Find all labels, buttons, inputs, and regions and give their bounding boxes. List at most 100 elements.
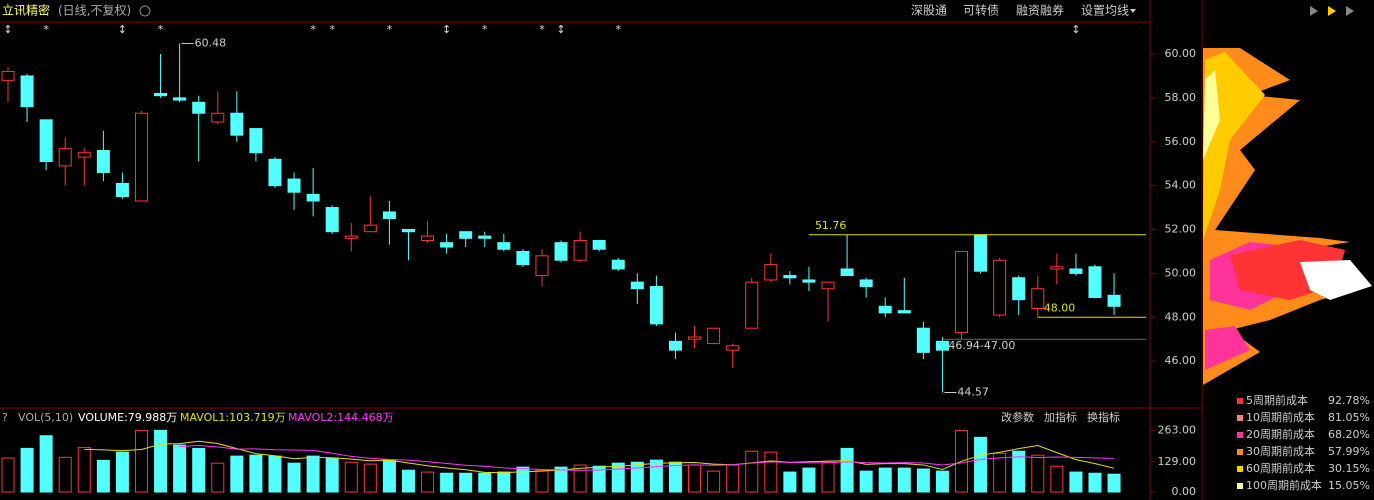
candle-body xyxy=(859,279,873,288)
volume-bar xyxy=(96,459,110,493)
volume-bar xyxy=(535,469,549,493)
nav-icon[interactable] xyxy=(1346,6,1354,16)
volume-bar xyxy=(859,470,873,493)
candle-body xyxy=(535,255,549,277)
y-tick-label: 58.00 xyxy=(1165,91,1197,104)
volume-bar xyxy=(1,457,15,493)
nav-icon[interactable] xyxy=(1328,6,1336,16)
legend-value: 68.20% xyxy=(1328,428,1370,441)
y-tick-label: 48.00 xyxy=(1165,310,1197,323)
y-tick-label: 52.00 xyxy=(1165,223,1197,236)
candle-body xyxy=(554,242,568,261)
volume-bar xyxy=(344,461,358,493)
volume-bar xyxy=(726,464,740,493)
level-label: 46.94-47.00 xyxy=(948,339,1015,352)
nav-icon[interactable] xyxy=(1310,6,1318,16)
marker: ↕ xyxy=(118,23,127,36)
candle-body xyxy=(630,281,644,290)
legend-label: 20周期前成本 xyxy=(1246,427,1315,441)
marker: ↕ xyxy=(3,23,12,36)
tab[interactable]: 设置均线 xyxy=(1081,4,1129,18)
volume-bar xyxy=(1088,472,1102,493)
settings-icon[interactable] xyxy=(139,5,151,17)
candle-body xyxy=(764,264,778,281)
marker: * xyxy=(539,23,545,36)
candle-body xyxy=(192,101,206,114)
volume-bar xyxy=(211,462,225,493)
volume-bar xyxy=(916,468,930,493)
candle-body xyxy=(1,71,15,81)
period: (日线,不复权) xyxy=(58,4,131,18)
volume-bar xyxy=(1031,454,1045,493)
candle-body xyxy=(58,147,72,167)
marker: * xyxy=(329,23,335,36)
y-tick-label: 54.00 xyxy=(1165,179,1197,192)
marker: * xyxy=(310,23,316,36)
indicator-button[interactable]: 改参数 xyxy=(1001,410,1034,424)
volume-bar xyxy=(935,470,949,493)
tab[interactable]: 融资融券 xyxy=(1016,3,1064,18)
legend-label: 5周期前成本 xyxy=(1246,393,1308,407)
legend-label: 100周期前成本 xyxy=(1246,478,1322,492)
volume-bar xyxy=(821,461,835,493)
candle-body xyxy=(20,75,34,108)
candle-body xyxy=(649,286,663,325)
volume-bar xyxy=(707,470,721,493)
marker: * xyxy=(43,23,49,36)
volume-bar xyxy=(1050,465,1064,493)
volume-bar xyxy=(516,466,530,493)
volume-bar xyxy=(115,451,129,493)
candle-body xyxy=(726,345,740,351)
stock-name: 立讯精密 xyxy=(2,3,50,18)
chip-distribution xyxy=(1203,48,1372,385)
y-tick-label: 56.00 xyxy=(1165,135,1197,148)
candle-body xyxy=(840,268,854,277)
marker: ↕ xyxy=(556,23,565,36)
candle-body xyxy=(401,229,415,233)
candle-body xyxy=(421,235,435,241)
volume-bar xyxy=(649,459,663,493)
help[interactable]: ? xyxy=(2,411,8,424)
legend-swatch xyxy=(1237,466,1243,472)
volume-bar xyxy=(459,472,473,493)
volume-bar xyxy=(440,472,454,493)
volume-bar xyxy=(421,471,435,493)
volume-bar xyxy=(363,463,377,493)
volume-bar xyxy=(592,465,606,493)
tab[interactable]: 深股通 xyxy=(911,4,947,18)
candle-body xyxy=(1088,266,1102,299)
tab[interactable]: 可转债 xyxy=(963,3,999,18)
y-tick-label: 46.00 xyxy=(1165,354,1197,367)
candle-body xyxy=(77,152,91,158)
candle-body xyxy=(1050,266,1064,270)
candle-body xyxy=(516,250,530,266)
candle-body xyxy=(745,281,759,329)
candle-body xyxy=(1031,288,1045,309)
volume-bar xyxy=(554,466,568,493)
volume-bar xyxy=(745,450,759,493)
volume-bar xyxy=(497,471,511,493)
volume-bar xyxy=(573,464,587,493)
level-label: 48.00 xyxy=(1044,301,1076,314)
y-tick-label: 129.00 xyxy=(1158,455,1197,468)
y-tick-label: 263.00 xyxy=(1158,423,1197,436)
candle-body xyxy=(897,310,911,314)
volume-bar xyxy=(20,447,34,493)
legend-swatch xyxy=(1237,432,1243,438)
candle-body xyxy=(249,128,263,154)
candle-body xyxy=(974,234,988,272)
legend-label: 10周期前成本 xyxy=(1246,410,1315,424)
volume-bar xyxy=(783,471,797,493)
volume-bar xyxy=(878,467,892,493)
indicator-button[interactable]: 换指标 xyxy=(1087,410,1120,424)
candle-body xyxy=(935,340,949,351)
indicator-button[interactable]: 加指标 xyxy=(1044,410,1077,424)
candle-body xyxy=(268,158,282,187)
candle-body xyxy=(478,235,492,239)
candle-body xyxy=(39,119,53,162)
readout: VOLUME:79.988万 xyxy=(78,411,177,424)
dropdown[interactable] xyxy=(1130,9,1136,13)
legend-value: 81.05% xyxy=(1328,411,1370,424)
candle-body xyxy=(993,259,1007,316)
